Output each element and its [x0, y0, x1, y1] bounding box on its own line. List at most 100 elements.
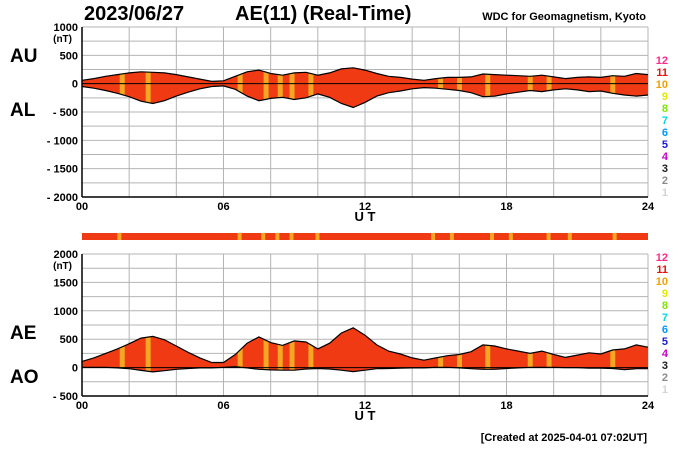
x-tick-label: 00	[76, 400, 88, 412]
y-tick-label: 2000	[54, 249, 78, 261]
series-label-ae: AE	[10, 323, 36, 344]
activity-level-strip	[82, 233, 648, 240]
series-line-ae	[81, 327, 649, 364]
activity-highlight-band	[263, 327, 269, 372]
level-legend-item: 1	[662, 187, 668, 199]
activity-highlight-band	[263, 67, 269, 108]
activity-highlight-band	[289, 67, 295, 108]
level-legend-item: 12	[656, 55, 668, 67]
series-line-au	[81, 67, 649, 83]
level-legend-item: 10	[656, 276, 668, 288]
series-line-al	[81, 85, 649, 109]
level-legend-item: 10	[656, 79, 668, 91]
activity-strip-highlight	[431, 233, 436, 240]
data-source-label: WDC for Geomagnetism, Kyoto	[482, 11, 646, 23]
x-tick-label: 06	[217, 400, 229, 412]
level-legend-item: 11	[656, 264, 668, 276]
activity-highlight-band	[145, 327, 151, 372]
level-legend-item: 4	[662, 151, 669, 163]
activity-strip-highlight	[315, 233, 320, 240]
x-tick-label: 18	[500, 201, 512, 213]
level-legend-item: 6	[662, 127, 668, 139]
x-axis-label: U T	[355, 209, 376, 224]
activity-strip-highlight	[289, 233, 294, 240]
activity-highlight-band	[456, 67, 462, 108]
activity-highlight-band	[277, 327, 283, 372]
level-legend-item: 1	[662, 384, 668, 396]
y-tick-label: 1000	[54, 306, 78, 318]
activity-highlight-band	[119, 67, 125, 108]
x-tick-label: 18	[500, 400, 512, 412]
activity-highlight-band	[308, 67, 314, 108]
activity-highlight-band	[119, 327, 125, 372]
activity-highlight-band	[289, 327, 295, 372]
y-tick-label: 500	[60, 50, 78, 62]
level-legend-item: 12	[656, 252, 668, 264]
level-legend-item: 6	[662, 324, 668, 336]
level-legend-item: 11	[656, 67, 668, 79]
y-tick-label: 0	[72, 363, 78, 375]
level-legend-item: 8	[662, 103, 668, 115]
activity-highlight-band	[308, 327, 314, 372]
level-legend-item: 9	[662, 91, 668, 103]
y-unit-label: (nT)	[53, 261, 72, 272]
level-legend-item: 2	[662, 175, 668, 187]
y-tick-label: - 2000	[47, 192, 78, 204]
y-tick-label: 1500	[54, 277, 78, 289]
series-label-ao: AO	[10, 367, 39, 388]
activity-strip-highlight	[117, 233, 122, 240]
activity-highlight-band	[485, 67, 491, 108]
activity-strip-highlight	[546, 233, 551, 240]
activity-highlight-band	[145, 67, 151, 108]
activity-strip-highlight	[237, 233, 242, 240]
x-tick-label: 12	[359, 201, 371, 213]
x-tick-label: 06	[217, 201, 229, 213]
level-legend-item: 9	[662, 288, 668, 300]
y-tick-label: - 1000	[47, 135, 78, 147]
x-axis-label: U T	[355, 408, 376, 423]
level-legend-item: 7	[662, 115, 668, 127]
activity-highlight-band	[277, 67, 283, 108]
activity-highlight-band	[610, 67, 616, 108]
x-tick-label: 00	[76, 201, 88, 213]
y-tick-label: 500	[60, 334, 78, 346]
activity-highlight-band	[438, 67, 444, 108]
activity-strip-highlight	[508, 233, 513, 240]
level-legend-item: 5	[662, 139, 668, 151]
area-fill-ae	[82, 327, 648, 372]
activity-strip-highlight	[567, 233, 572, 240]
activity-strip-highlight	[489, 233, 494, 240]
activity-strip-highlight	[261, 233, 266, 240]
activity-strip-highlight	[449, 233, 454, 240]
y-tick-label: 1000	[54, 22, 78, 34]
x-tick-label: 12	[359, 400, 371, 412]
level-legend-item: 5	[662, 336, 668, 348]
series-label-al: AL	[10, 100, 36, 121]
chart-title: AE(11) (Real-Time)	[235, 3, 412, 25]
level-legend-item: 3	[662, 360, 668, 372]
activity-highlight-band	[546, 67, 552, 108]
y-unit-label: (nT)	[53, 34, 72, 45]
level-legend-item: 3	[662, 163, 668, 175]
y-tick-label: - 1500	[47, 164, 78, 176]
activity-highlight-band	[527, 67, 533, 108]
activity-highlight-band	[485, 327, 491, 372]
series-label-au: AU	[10, 46, 37, 67]
x-tick-label: 24	[642, 201, 655, 213]
area-fill-au	[82, 67, 648, 108]
x-tick-label: 24	[642, 400, 655, 412]
y-tick-label: - 500	[53, 391, 78, 403]
created-timestamp: [Created at 2025-04-01 07:02UT]	[480, 432, 647, 444]
level-legend-item: 2	[662, 372, 668, 384]
y-tick-label: 0	[72, 79, 78, 91]
level-legend-item: 7	[662, 312, 668, 324]
y-tick-label: - 500	[53, 107, 78, 119]
date-title: 2023/06/27	[84, 3, 185, 25]
activity-strip-highlight	[612, 233, 617, 240]
level-legend-item: 4	[662, 348, 669, 360]
activity-strip-highlight	[275, 233, 280, 240]
level-legend-item: 8	[662, 300, 668, 312]
activity-highlight-band	[237, 67, 243, 108]
